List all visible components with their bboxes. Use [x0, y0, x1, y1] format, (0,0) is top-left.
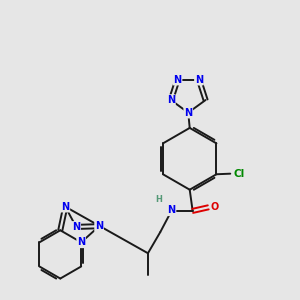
Text: N: N [72, 222, 80, 232]
Text: N: N [173, 75, 181, 85]
Text: O: O [211, 202, 219, 212]
Text: N: N [184, 108, 192, 118]
Text: N: N [195, 75, 203, 85]
Text: H: H [156, 195, 163, 204]
Text: N: N [61, 202, 69, 212]
Text: N: N [167, 205, 175, 215]
Text: N: N [77, 237, 85, 248]
Text: N: N [95, 221, 103, 231]
Text: Cl: Cl [233, 169, 245, 179]
Text: N: N [167, 95, 175, 105]
